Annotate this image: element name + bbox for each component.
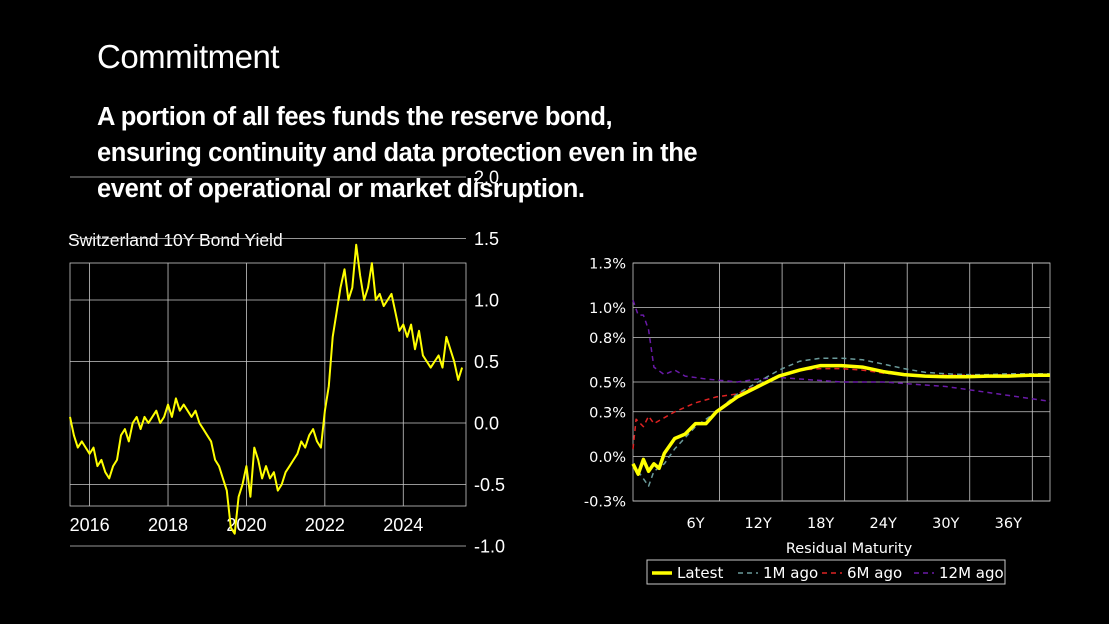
- chart-2-legend-label: Latest: [677, 564, 723, 582]
- chart-2-series-line: [632, 357, 1050, 487]
- chart-2-x-tick-label: 30Y: [932, 516, 959, 532]
- chart-1-x-tick-label: 2018: [148, 515, 188, 535]
- chart-1-x-tick-label: 2024: [383, 515, 423, 535]
- chart-2-x-tick-label: 36Y: [995, 516, 1022, 532]
- chart-1-y-tick-label: 2.0: [474, 168, 499, 188]
- chart-1-y-tick-label: 1.0: [474, 291, 499, 311]
- chart-2-y-tick-label: 1.0%: [589, 301, 626, 317]
- chart-2-y-tick-label: 1.3%: [589, 257, 626, 273]
- chart-2-x-tick-label: 24Y: [870, 516, 897, 532]
- chart-1-y-tick-label: -1.0: [474, 537, 505, 557]
- chart-2-legend-label: 12M ago: [939, 564, 1004, 582]
- chart-2-x-tick-label: 6Y: [687, 516, 705, 532]
- chart-2-y-tick-label: 0.8%: [589, 331, 626, 347]
- chart-2-x-axis-title: Residual Maturity: [786, 541, 913, 557]
- slide-title: Commitment: [97, 38, 280, 75]
- chart-2-x-tick-label: 18Y: [807, 516, 834, 532]
- chart-2-legend-label: 1M ago: [763, 564, 818, 582]
- chart-2-legend-label: 6M ago: [847, 564, 902, 582]
- chart-2-series-line: [631, 363, 1050, 476]
- chart-1-yield-line: [69, 243, 464, 535]
- chart-2-legend-box: [646, 559, 1006, 585]
- chart-1-y-tick-label: -0.5: [474, 475, 505, 495]
- chart-2-series-line: [632, 299, 1051, 403]
- chart-1-y-tick-label: 1.5: [474, 229, 499, 249]
- chart-2-y-tick-label: 0.5%: [589, 376, 626, 392]
- chart-1-y-tick-label: 0.5: [474, 352, 499, 372]
- chart-2-y-tick-label: 0.0%: [589, 450, 626, 466]
- slide-body-text: A portion of all fees funds the reserve …: [97, 103, 698, 203]
- chart-1-x-tick-label: 2022: [305, 515, 345, 535]
- chart-2-y-tick-label: 0.3%: [589, 405, 626, 421]
- chart-1-title: Switzerland 10Y Bond Yield: [68, 230, 283, 250]
- chart-2-series-line: [632, 367, 1050, 449]
- chart-2-x-tick-label: 12Y: [744, 516, 771, 532]
- chart-1-plot-frame: [69, 262, 467, 507]
- chart-1-x-tick-label: 2016: [70, 515, 110, 535]
- chart-1-y-tick-label: 0.0: [474, 414, 499, 434]
- chart-2-y-tick-label: -0.3%: [584, 495, 626, 511]
